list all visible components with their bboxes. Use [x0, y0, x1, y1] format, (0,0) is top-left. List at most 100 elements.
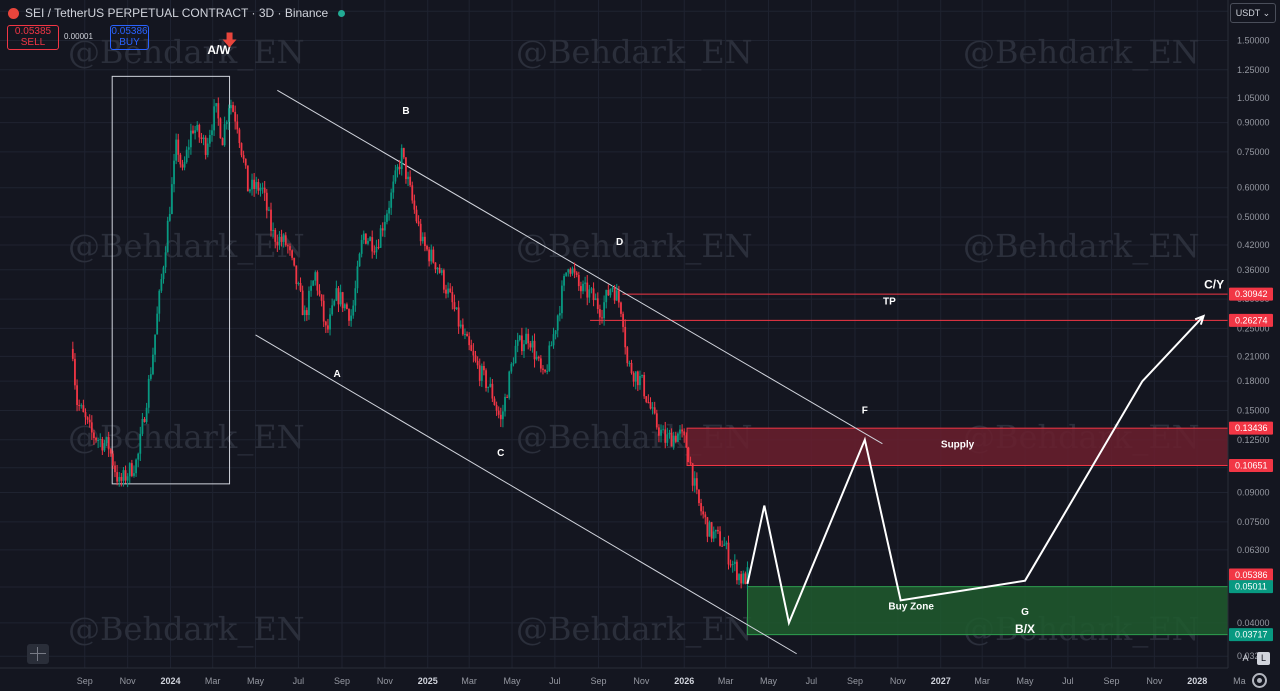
candle-body — [588, 289, 591, 298]
currency-select[interactable]: USDT ⌄ — [1230, 3, 1276, 23]
candle-body — [124, 470, 127, 481]
y-tick-label: 1.50000 — [1237, 35, 1270, 45]
candle-body — [417, 221, 420, 224]
candle-body — [392, 181, 395, 193]
watermark-text: @Behdark_EN — [516, 33, 753, 71]
x-tick-label: 2024 — [161, 676, 181, 686]
x-tick-label: May — [504, 676, 522, 686]
candle-body — [367, 240, 369, 244]
candle-body — [221, 138, 224, 146]
x-tick-label: Sep — [1103, 676, 1119, 686]
candle-body — [386, 213, 388, 222]
price-badge-label: 0.05011 — [1235, 582, 1267, 592]
wave-label: Supply — [941, 440, 975, 451]
x-tick-label: Nov — [633, 676, 650, 686]
y-tick-label: 0.09000 — [1237, 488, 1270, 498]
candle-body — [168, 213, 171, 221]
candle-body — [265, 192, 268, 211]
candle-body — [468, 336, 471, 346]
candle-body — [571, 268, 574, 274]
candle-body — [736, 561, 738, 581]
candle-body — [192, 130, 194, 134]
candle-body — [352, 305, 355, 316]
candle-body — [474, 355, 477, 361]
candle-body — [529, 343, 532, 348]
candle-body — [257, 182, 260, 191]
candle-body — [130, 463, 133, 476]
candle-body — [74, 358, 76, 386]
candle-body — [445, 289, 447, 294]
candle-body — [664, 429, 667, 443]
candle-body — [689, 461, 692, 464]
candle-body — [143, 419, 146, 423]
auto-scale-button[interactable]: A — [1242, 653, 1249, 663]
x-tick-label: Nov — [120, 676, 137, 686]
x-tick-label: 2025 — [418, 676, 438, 686]
candle-body — [147, 378, 150, 408]
y-tick-label: 1.25000 — [1237, 65, 1270, 75]
candle-body — [493, 398, 496, 406]
symbol-title[interactable]: SEI / TetherUS PERPETUAL CONTRACT · 3D ·… — [25, 6, 329, 20]
candle-body — [137, 453, 140, 460]
y-tick-label: 0.42000 — [1237, 240, 1270, 250]
wave-label: TP — [883, 297, 896, 308]
candle-body — [141, 419, 144, 434]
candle-body — [584, 282, 587, 284]
candle-body — [455, 307, 458, 310]
candle-body — [156, 313, 159, 335]
candle-body — [472, 350, 475, 356]
candle-body — [322, 300, 325, 322]
candle-body — [409, 176, 412, 186]
candle-body — [253, 179, 256, 189]
buy-button[interactable]: 0.05386 BUY — [110, 25, 149, 50]
candle-body — [375, 246, 378, 253]
candle-body — [107, 437, 110, 450]
x-tick-label: Jul — [1062, 676, 1074, 686]
crosshair-tool-icon[interactable] — [27, 644, 49, 664]
candle-body — [563, 275, 565, 286]
x-tick-label: May — [1017, 676, 1035, 686]
candle-body — [575, 272, 578, 275]
candle-body — [318, 290, 321, 295]
candle-body — [651, 407, 654, 409]
candle-body — [223, 124, 226, 146]
candle-body — [76, 385, 78, 406]
candle-body — [434, 262, 437, 270]
candle-body — [339, 292, 342, 305]
sell-button[interactable]: 0.05385 SELL — [7, 25, 59, 50]
candle-body — [687, 447, 690, 462]
candle-body — [453, 302, 456, 310]
wave-label: A — [333, 369, 340, 380]
candle-body — [78, 405, 81, 407]
candle-body — [520, 335, 523, 352]
wave-label: G — [1021, 607, 1029, 618]
watermark-text: @Behdark_EN — [68, 33, 305, 71]
candle-body — [672, 435, 675, 447]
watermark-text: @Behdark_EN — [963, 227, 1200, 265]
candle-body — [166, 220, 169, 253]
candle-body — [712, 531, 715, 539]
candle-body — [491, 383, 494, 399]
candle-body — [255, 182, 258, 189]
candle-body — [211, 130, 213, 136]
candle-body — [413, 200, 416, 210]
candle-body — [733, 561, 736, 564]
candle-body — [461, 324, 464, 335]
price-badge-label: 0.03717 — [1235, 630, 1268, 640]
candle-body — [742, 573, 745, 584]
candle-body — [196, 124, 199, 131]
candle-body — [320, 294, 323, 301]
settings-gear-icon[interactable] — [1252, 673, 1267, 688]
candle-body — [232, 105, 234, 112]
candle-body — [518, 335, 521, 340]
candle-body — [297, 282, 300, 284]
candle-body — [373, 251, 376, 253]
x-tick-label: Sep — [590, 676, 606, 686]
candle-body — [632, 373, 635, 382]
candle-body — [291, 250, 293, 258]
candle-body — [634, 371, 637, 382]
candle-body — [447, 288, 449, 294]
candle-body — [240, 143, 243, 156]
log-scale-button[interactable]: L — [1257, 652, 1270, 665]
